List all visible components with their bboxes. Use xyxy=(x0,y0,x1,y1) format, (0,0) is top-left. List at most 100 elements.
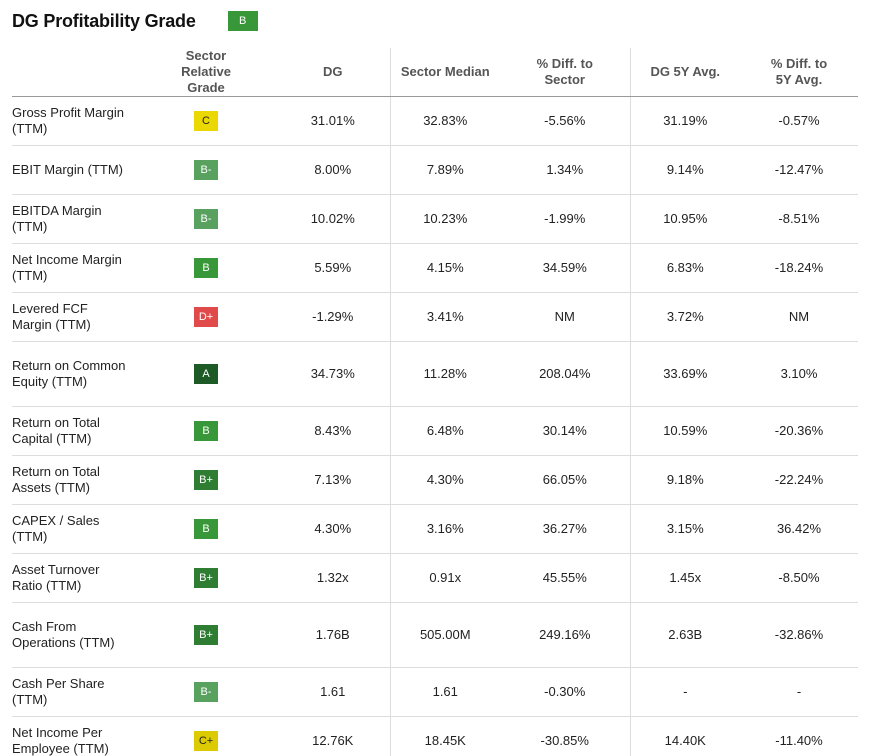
diff-to-sector-value: -0.30% xyxy=(500,667,630,717)
diff-to-sector-value: NM xyxy=(500,292,630,342)
dg-5y-avg-value: 9.18% xyxy=(629,455,740,505)
sector-median-value: 7.89% xyxy=(389,145,500,195)
metric-label: EBITDA Margin (TTM) xyxy=(12,194,136,244)
diff-to-sector-value: -30.85% xyxy=(500,716,630,756)
dg-value: 10.02% xyxy=(276,194,390,244)
table-row: CAPEX / Sales (TTM) B 4.30% 3.16% 36.27% 3.15… xyxy=(12,504,858,554)
grade-cell: B+ xyxy=(136,455,276,505)
column-header-grade: Sector Relative Grade xyxy=(136,48,276,97)
grade-cell: B xyxy=(136,504,276,554)
column-header-dg: DG xyxy=(276,48,390,97)
grade-cell: C+ xyxy=(136,716,276,756)
grade-badge: B xyxy=(194,421,218,441)
sector-median-value: 1.61 xyxy=(389,667,500,717)
sector-median-value: 4.15% xyxy=(389,243,500,293)
column-header-diff-sector: % Diff. to Sector xyxy=(500,48,630,97)
dg-value: 1.76B xyxy=(276,602,390,668)
header-row: Sector Relative Grade DG Sector Median %… xyxy=(12,48,858,97)
sector-median-value: 6.48% xyxy=(389,406,500,456)
row-header-cell xyxy=(12,48,136,97)
grade-badge: C xyxy=(194,111,218,131)
grade-badge: B+ xyxy=(194,625,218,645)
dg-5y-avg-value: 2.63B xyxy=(629,602,740,668)
table-row: Return on Common Equity (TTM) A 34.73% 11.2… xyxy=(12,341,858,407)
diff-to-sector-value: -5.56% xyxy=(500,96,630,146)
dg-value: 8.43% xyxy=(276,406,390,456)
grade-badge: B- xyxy=(194,160,218,180)
dg-5y-avg-value: 3.72% xyxy=(629,292,740,342)
metric-label: Asset Turnover Ratio (TTM) xyxy=(12,553,136,603)
sector-median-value: 3.16% xyxy=(389,504,500,554)
diff-to-sector-value: 208.04% xyxy=(500,341,630,407)
grade-cell: B- xyxy=(136,145,276,195)
dg-5y-avg-value: 14.40K xyxy=(629,716,740,756)
grade-badge: B+ xyxy=(194,568,218,588)
grade-cell: A xyxy=(136,341,276,407)
grade-badge: B- xyxy=(194,209,218,229)
dg-value: 1.61 xyxy=(276,667,390,717)
metric-label: Cash From Operations (TTM) xyxy=(12,602,136,668)
grade-cell: B xyxy=(136,243,276,293)
grade-cell: B+ xyxy=(136,602,276,668)
title-row: DG Profitability Grade B xyxy=(12,9,258,33)
diff-to-sector-value: 66.05% xyxy=(500,455,630,505)
table-row: EBITDA Margin (TTM) B- 10.02% 10.23% -1.99% 1… xyxy=(12,194,858,244)
metric-label: Return on Common Equity (TTM) xyxy=(12,341,136,407)
dg-5y-avg-value: - xyxy=(629,667,740,717)
grade-badge: C+ xyxy=(194,731,218,751)
grade-cell: C xyxy=(136,96,276,146)
grade-badge: B xyxy=(194,258,218,278)
diff-to-sector-value: 34.59% xyxy=(500,243,630,293)
metric-label: Net Income Per Employee (TTM) xyxy=(12,716,136,756)
sector-median-value: 505.00M xyxy=(389,602,500,668)
grade-badge: B+ xyxy=(194,470,218,490)
sector-median-value: 11.28% xyxy=(389,341,500,407)
dg-5y-avg-value: 31.19% xyxy=(629,96,740,146)
metric-label: Return on Total Assets (TTM) xyxy=(12,455,136,505)
grade-cell: B xyxy=(136,406,276,456)
column-header-sector-median: Sector Median xyxy=(389,48,500,97)
sector-median-value: 0.91x xyxy=(389,553,500,603)
table-row: Return on Total Capital (TTM) B 8.43% 6.48%… xyxy=(12,406,858,456)
table-row: Net Income Margin (TTM) B 5.59% 4.15% 34.59%… xyxy=(12,243,858,293)
grade-badge: A xyxy=(194,364,218,384)
diff-to-5y-avg-value: -20.36% xyxy=(740,406,858,456)
metric-label: Net Income Margin (TTM) xyxy=(12,243,136,293)
grade-badge: B- xyxy=(194,682,218,702)
metric-label: CAPEX / Sales (TTM) xyxy=(12,504,136,554)
dg-5y-avg-value: 10.59% xyxy=(629,406,740,456)
dg-value: 5.59% xyxy=(276,243,390,293)
diff-to-5y-avg-value: -22.24% xyxy=(740,455,858,505)
table-row: Asset Turnover Ratio (TTM) B+ 1.32x 0.91x 45… xyxy=(12,553,858,603)
dg-5y-avg-value: 3.15% xyxy=(629,504,740,554)
metric-label: Return on Total Capital (TTM) xyxy=(12,406,136,456)
diff-to-sector-value: 30.14% xyxy=(500,406,630,456)
grade-cell: B- xyxy=(136,194,276,244)
dg-value: 31.01% xyxy=(276,96,390,146)
grade-cell: B+ xyxy=(136,553,276,603)
diff-to-5y-avg-value: -11.40% xyxy=(740,716,858,756)
metric-label: EBIT Margin (TTM) xyxy=(12,145,136,195)
diff-to-sector-value: 45.55% xyxy=(500,553,630,603)
dg-value: 1.32x xyxy=(276,553,390,603)
diff-to-5y-avg-value: - xyxy=(740,667,858,717)
overall-grade-badge: B xyxy=(227,11,258,31)
table-row: Levered FCF Margin (TTM) D+ -1.29% 3.41% NM 3… xyxy=(12,292,858,342)
diff-to-sector-value: 249.16% xyxy=(500,602,630,668)
table-row: Return on Total Assets (TTM) B+ 7.13% 4.30%… xyxy=(12,455,858,505)
diff-to-5y-avg-value: 36.42% xyxy=(740,504,858,554)
grade-cell: B- xyxy=(136,667,276,717)
dg-value: 8.00% xyxy=(276,145,390,195)
metric-label: Cash Per Share (TTM) xyxy=(12,667,136,717)
sector-median-value: 4.30% xyxy=(389,455,500,505)
diff-to-5y-avg-value: -0.57% xyxy=(740,96,858,146)
dg-value: 12.76K xyxy=(276,716,390,756)
sector-median-value: 10.23% xyxy=(389,194,500,244)
diff-to-5y-avg-value: -12.47% xyxy=(740,145,858,195)
metric-label: Levered FCF Margin (TTM) xyxy=(12,292,136,342)
diff-to-5y-avg-value: -8.50% xyxy=(740,553,858,603)
table-row: Cash Per Share (TTM) B- 1.61 1.61 -0.30% - - xyxy=(12,667,858,717)
column-header-dg-5y-avg: DG 5Y Avg. xyxy=(629,48,740,97)
diff-to-sector-value: 1.34% xyxy=(500,145,630,195)
dg-value: 34.73% xyxy=(276,341,390,407)
